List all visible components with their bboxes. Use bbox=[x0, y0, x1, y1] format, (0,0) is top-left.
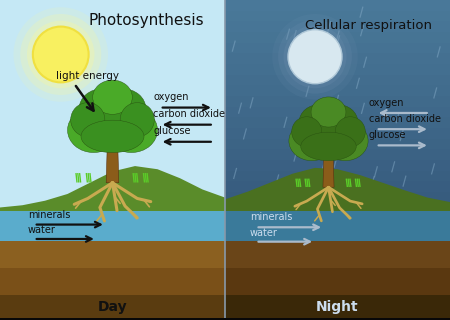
Text: glucose: glucose bbox=[369, 130, 406, 140]
Ellipse shape bbox=[311, 97, 346, 127]
Circle shape bbox=[278, 20, 352, 94]
Circle shape bbox=[288, 30, 342, 84]
Polygon shape bbox=[225, 64, 450, 75]
Polygon shape bbox=[225, 75, 450, 85]
Circle shape bbox=[272, 14, 358, 100]
Text: Night: Night bbox=[316, 300, 359, 314]
Polygon shape bbox=[0, 295, 225, 320]
Polygon shape bbox=[225, 85, 450, 96]
Polygon shape bbox=[225, 43, 450, 53]
Polygon shape bbox=[225, 0, 450, 11]
Ellipse shape bbox=[79, 89, 126, 128]
Text: Day: Day bbox=[98, 300, 127, 314]
Polygon shape bbox=[225, 299, 450, 309]
Polygon shape bbox=[225, 139, 450, 149]
Text: light energy: light energy bbox=[56, 71, 119, 81]
Circle shape bbox=[284, 25, 346, 88]
Ellipse shape bbox=[335, 117, 365, 147]
Polygon shape bbox=[225, 168, 450, 212]
Text: Cellular respiration: Cellular respiration bbox=[306, 19, 432, 32]
Polygon shape bbox=[225, 224, 450, 235]
Polygon shape bbox=[225, 192, 450, 203]
Text: carbon dioxide: carbon dioxide bbox=[153, 109, 225, 119]
Ellipse shape bbox=[289, 121, 335, 161]
Circle shape bbox=[33, 27, 89, 82]
Polygon shape bbox=[225, 245, 450, 256]
Polygon shape bbox=[225, 149, 450, 160]
Text: minerals: minerals bbox=[28, 210, 70, 220]
Ellipse shape bbox=[93, 80, 132, 114]
Ellipse shape bbox=[299, 104, 340, 139]
Ellipse shape bbox=[68, 108, 120, 153]
Polygon shape bbox=[0, 0, 225, 320]
Ellipse shape bbox=[71, 103, 105, 137]
Polygon shape bbox=[106, 149, 119, 183]
Text: minerals: minerals bbox=[250, 212, 292, 222]
Polygon shape bbox=[225, 53, 450, 64]
Ellipse shape bbox=[120, 103, 154, 137]
Polygon shape bbox=[225, 295, 450, 320]
Circle shape bbox=[27, 21, 94, 88]
Circle shape bbox=[20, 14, 101, 95]
Polygon shape bbox=[0, 318, 450, 320]
Polygon shape bbox=[225, 32, 450, 43]
Polygon shape bbox=[225, 11, 450, 21]
Text: water: water bbox=[250, 228, 278, 238]
Polygon shape bbox=[0, 241, 225, 268]
Polygon shape bbox=[0, 211, 225, 241]
Polygon shape bbox=[323, 157, 334, 187]
Ellipse shape bbox=[292, 117, 322, 147]
Polygon shape bbox=[225, 96, 450, 107]
Polygon shape bbox=[225, 267, 450, 277]
Polygon shape bbox=[225, 309, 450, 320]
Polygon shape bbox=[0, 268, 225, 295]
Polygon shape bbox=[0, 166, 225, 212]
Polygon shape bbox=[225, 128, 450, 139]
Polygon shape bbox=[225, 213, 450, 224]
Ellipse shape bbox=[317, 104, 358, 139]
Ellipse shape bbox=[322, 121, 368, 161]
Text: water: water bbox=[28, 225, 56, 236]
Polygon shape bbox=[225, 268, 450, 295]
Text: Photosynthesis: Photosynthesis bbox=[89, 13, 204, 28]
Polygon shape bbox=[225, 211, 450, 241]
Ellipse shape bbox=[81, 120, 144, 153]
Polygon shape bbox=[225, 203, 450, 213]
Text: oxygen: oxygen bbox=[369, 98, 405, 108]
Polygon shape bbox=[225, 256, 450, 267]
Ellipse shape bbox=[105, 108, 158, 153]
Ellipse shape bbox=[301, 132, 356, 161]
Polygon shape bbox=[225, 277, 450, 288]
Text: glucose: glucose bbox=[153, 126, 190, 136]
Polygon shape bbox=[225, 235, 450, 245]
Circle shape bbox=[14, 7, 108, 102]
Ellipse shape bbox=[76, 93, 148, 149]
Polygon shape bbox=[225, 241, 450, 268]
Polygon shape bbox=[225, 21, 450, 32]
Polygon shape bbox=[225, 107, 450, 117]
Polygon shape bbox=[225, 171, 450, 181]
Polygon shape bbox=[225, 117, 450, 128]
Polygon shape bbox=[225, 288, 450, 299]
Ellipse shape bbox=[297, 108, 360, 157]
Ellipse shape bbox=[99, 89, 146, 128]
Text: carbon dioxide: carbon dioxide bbox=[369, 114, 441, 124]
Polygon shape bbox=[225, 181, 450, 192]
Text: oxygen: oxygen bbox=[153, 92, 189, 102]
Polygon shape bbox=[225, 160, 450, 171]
